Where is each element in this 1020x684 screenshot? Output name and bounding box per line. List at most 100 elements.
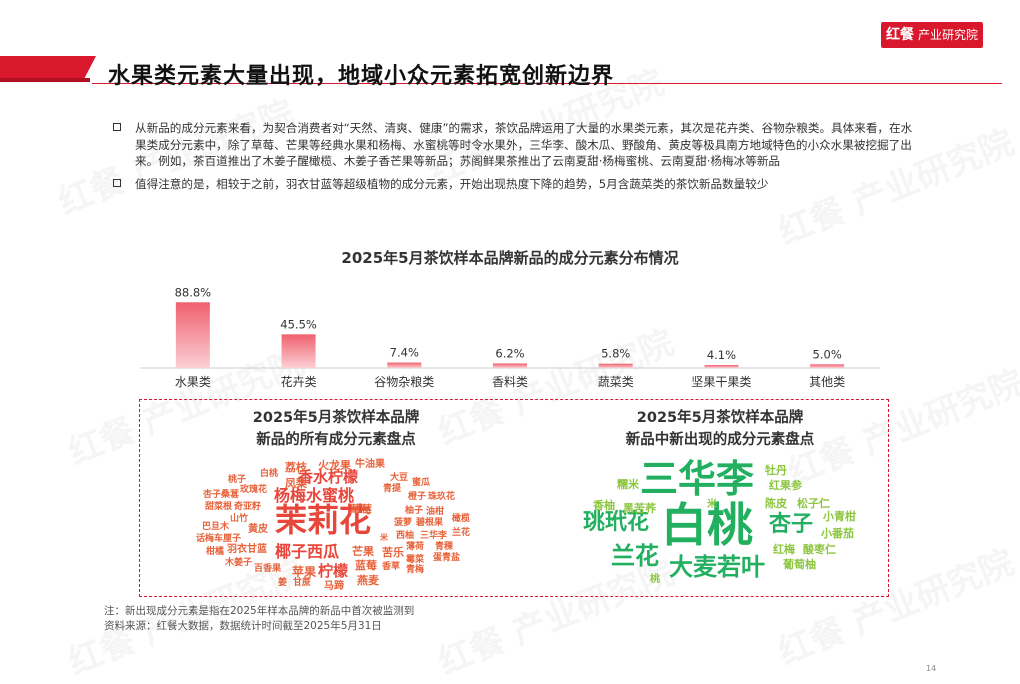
cloud-word: 玫瑰花 — [240, 485, 268, 495]
cloud-word: 小青柑 — [823, 510, 856, 523]
category-label: 香料类 — [492, 375, 528, 389]
cloud-word: 荔枝 — [285, 461, 307, 474]
cloud-word: 黄皮 — [248, 524, 268, 535]
left-cloud-title: 2025年5月茶饮样本品牌 新品的所有成分元素盘点 — [196, 407, 476, 451]
cloud-word: 甜菜根 — [205, 502, 233, 512]
cloud-word: 苹果 — [292, 565, 317, 579]
cloud-word: 木姜子 — [225, 558, 253, 568]
left-cloud-title-line1: 2025年5月茶饮样本品牌 — [252, 410, 420, 426]
bar-蔬菜类 — [598, 363, 633, 368]
cloud-word: 小番茄 — [821, 527, 854, 540]
bar-value-label: 7.4% — [390, 346, 419, 360]
category-label: 花卉类 — [281, 374, 317, 389]
bar-其他类 — [810, 364, 845, 368]
cloud-word: 葡萄柚 — [783, 558, 816, 571]
category-label: 谷物杂粮类 — [374, 374, 434, 389]
word-cloud-panel — [139, 399, 889, 597]
bar-value-label: 5.8% — [601, 347, 630, 361]
title-accent-band — [0, 56, 96, 82]
left-cloud-title-line2: 新品的所有成分元素盘点 — [256, 432, 416, 448]
cloud-word: 奇亚籽 — [234, 502, 262, 512]
brand-logo: 红餐 产业研究院 — [881, 22, 984, 48]
cloud-word: 青提 — [383, 484, 402, 494]
bar-chart: 88.8% 水果类 45.5% 花卉类 7.4% 谷物杂粮类 6.2% 香料类 5.8% 蔬菜类 4… — [140, 285, 880, 389]
cloud-word: 话梅车厘子 — [196, 534, 242, 544]
cloud-word: 杏子桑葚 — [203, 490, 240, 500]
right-cloud-title-line2: 新品中新出现的成分元素盘点 — [625, 432, 815, 448]
bar-value-label: 4.1% — [707, 348, 736, 362]
cloud-word: 凤梨 — [285, 477, 307, 490]
cloud-word: 橙子 — [408, 492, 427, 502]
category-label: 其他类 — [809, 375, 845, 389]
cloud-word: 珠玖花 — [428, 492, 456, 502]
cloud-word: 橄榄 — [452, 514, 471, 524]
cloud-word: 香草 — [382, 562, 401, 572]
cloud-word: 柚子 — [405, 506, 424, 516]
page-title: 水果类元素大量出现，地域小众元素拓宽创新边界 — [108, 64, 615, 89]
cloud-word: 白桃 — [260, 469, 279, 479]
right-cloud-title: 2025年5月茶饮样本品牌 新品中新出现的成分元素盘点 — [580, 407, 860, 451]
cloud-word: 百香果 — [254, 564, 282, 574]
cloud-word: 姜 — [278, 578, 288, 588]
bar-value-label: 88.8% — [175, 285, 212, 299]
cloud-word: 燕麦 — [357, 574, 379, 587]
cloud-word: 红果参 — [769, 479, 802, 492]
cloud-word: 米 — [380, 533, 388, 542]
cloud-word: 羽衣甘蓝 — [227, 544, 267, 555]
cloud-word: 苦乐 — [382, 546, 404, 559]
cloud-word: 蜜瓜 — [412, 478, 431, 488]
cloud-word: 牛油果 — [355, 459, 385, 470]
cloud-word: 蛋青盐 — [433, 553, 461, 563]
cloud-word: 菠萝 — [394, 518, 413, 528]
cloud-word: 香柚 — [593, 499, 615, 512]
category-label: 水果类 — [175, 375, 211, 389]
cloud-word: 青梅 — [406, 565, 425, 575]
cloud-word: 白桃 — [661, 498, 753, 552]
cloud-word: 西柚 — [396, 531, 415, 541]
bar-value-label: 45.5% — [280, 317, 317, 331]
page-number: 14 — [926, 664, 937, 673]
cloud-word: 三华李 — [640, 457, 755, 501]
title-accent-band-shadow — [0, 78, 90, 82]
cloud-word: 柠檬 — [318, 562, 349, 580]
brand-logo-text: 产业研究院 — [918, 23, 983, 47]
bullet-square-icon — [113, 123, 121, 131]
cloud-word: 黑苦荞 — [623, 502, 656, 515]
cloud-word: 松子仁 — [797, 497, 830, 510]
bar-香料类 — [493, 363, 527, 368]
cloud-word: 牡丹 — [765, 464, 787, 477]
cloud-word: 青稞 — [435, 542, 454, 552]
chart-title: 2025年5月茶饮样本品牌新品的成分元素分布情况 — [341, 249, 679, 267]
footnote-source: 资料来源：红餐大数据，数据统计时间截至2025年5月31日 — [104, 620, 382, 632]
right-cloud-title-line1: 2025年5月茶饮样本品牌 — [636, 410, 804, 426]
bar-谷物杂粮类 — [387, 362, 422, 368]
cloud-word: 红梅 — [773, 543, 795, 556]
category-label: 蔬菜类 — [598, 375, 634, 389]
cloud-word: 桃子 — [228, 475, 247, 485]
cloud-word: 草莓 — [350, 503, 372, 516]
cloud-word: 蓝莓 — [355, 559, 377, 572]
cloud-word: 山竹 — [230, 514, 249, 524]
bar-水果类 — [175, 302, 210, 368]
cloud-word: 大麦若叶 — [669, 553, 765, 581]
footnote-note: 注：新出现成分元素是指在2025年样本品牌的新品中首次被监测到 — [104, 605, 415, 617]
bullet-text: 值得注意的是，相较于之前，羽衣甘蓝等超级植物的成分元素，开始出现热度下降的趋势，… — [135, 176, 769, 191]
cloud-word: 米 — [707, 499, 717, 510]
bar-坚果干果类 — [704, 364, 739, 368]
cloud-word: 兰花 — [452, 528, 471, 538]
cloud-word: 薄荷 — [406, 542, 425, 552]
cloud-word: 柑橘 — [206, 547, 225, 557]
title-underline — [92, 83, 1002, 84]
right-word-cloud: 三华李 白桃 珧玳花 兰花 杏子 大麦若叶 糯米 香柚 黑苦荞 米桃 牡丹 红果参 陈皮 松子仁 小青柑 小番… — [575, 452, 875, 592]
cloud-word: 杨梅水蜜桃 — [274, 486, 355, 505]
cloud-word: 霉菜 — [406, 555, 425, 565]
cloud-word: 兰花 — [611, 542, 659, 570]
cloud-word: 椰子西瓜 — [275, 542, 340, 561]
cloud-word: 酸枣仁 — [803, 543, 836, 556]
cloud-word: 碧根果 — [416, 518, 444, 528]
cloud-word: 茉莉花 — [275, 501, 372, 539]
category-label: 坚果干果类 — [691, 375, 751, 389]
bar-value-label: 6.2% — [495, 346, 524, 360]
cloud-word: 杏子 — [769, 512, 814, 537]
cloud-word: 三华李 — [420, 531, 448, 541]
